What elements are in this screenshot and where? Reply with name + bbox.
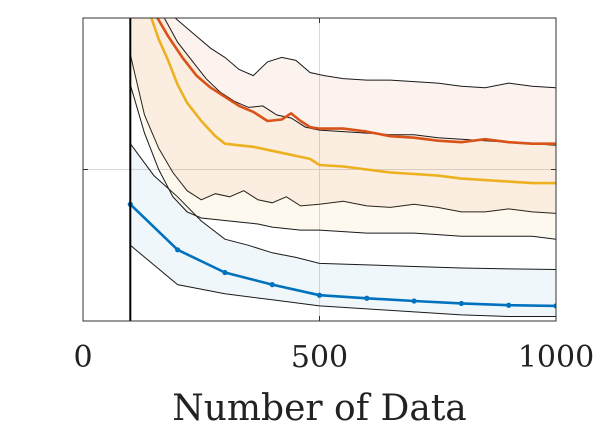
series-0-point-2: [222, 269, 228, 276]
series-0-point-6: [411, 298, 417, 304]
band-lower-0: [129, 244, 556, 317]
x-tick-label-0: 0: [73, 340, 92, 375]
series-line-0: [129, 203, 556, 308]
band-lower-1: [129, 54, 556, 214]
x-tick-label-1: 500: [291, 340, 348, 375]
series-line-1: [155, 18, 556, 145]
series-0-point-8: [506, 302, 512, 308]
series-0-point-4: [316, 292, 323, 298]
band-fill-1: [130, 18, 556, 214]
x-axis-label: Number of Data: [172, 388, 467, 429]
confidence-bands: [129, 18, 556, 317]
band-upper-0: [129, 143, 556, 270]
series-0-point-1: [175, 247, 181, 253]
series-0-point-5: [364, 295, 370, 301]
band-lower-2: [129, 84, 556, 240]
series-0-point-3: [269, 282, 275, 288]
band-fill-0: [130, 143, 556, 317]
series-lines: [127, 18, 556, 309]
series-line-2: [149, 18, 556, 185]
series-0-point-9: [553, 303, 556, 309]
series-0-point-7: [458, 300, 464, 307]
x-axis-ticks: 0 500 1000: [73, 18, 594, 375]
band-upper-1: [174, 18, 556, 89]
x-tick-label-2: 1000: [518, 340, 594, 375]
band-fill-2: [130, 18, 556, 240]
